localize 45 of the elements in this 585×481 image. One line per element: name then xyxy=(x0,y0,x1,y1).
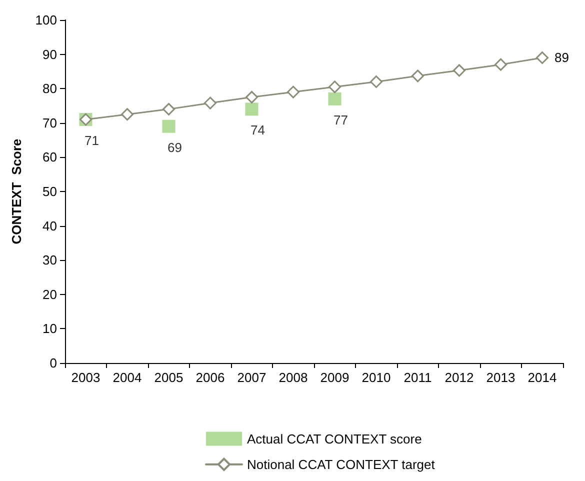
x-tick-label: 2007 xyxy=(237,370,266,385)
y-axis-title: CONTEXT Score xyxy=(9,138,24,244)
point xyxy=(536,51,548,64)
point xyxy=(245,102,258,116)
point xyxy=(494,58,507,71)
point xyxy=(246,90,258,104)
legend-label: Notional CCAT CONTEXT target xyxy=(247,456,436,472)
x-tick-label: 2005 xyxy=(154,370,184,385)
x-tick-label: 2011 xyxy=(404,370,432,385)
point xyxy=(162,102,175,116)
x-tick-label: 2009 xyxy=(320,370,350,385)
point xyxy=(121,108,134,121)
point xyxy=(370,75,382,88)
data-label: 77 xyxy=(334,112,348,128)
point xyxy=(204,96,216,110)
data-label: 74 xyxy=(250,122,265,138)
data-label: 89 xyxy=(554,50,569,66)
y-tick-label: 20 xyxy=(42,286,57,302)
x-tick-label: 2013 xyxy=(486,370,516,385)
y-tick-label: 40 xyxy=(42,218,57,234)
x-tick-label: 2008 xyxy=(278,370,308,385)
y-tick-label: 70 xyxy=(42,115,57,130)
y-tick-label: 60 xyxy=(42,150,57,165)
point xyxy=(287,86,300,98)
y-tick-label: 10 xyxy=(42,321,57,336)
y-tick-label: 30 xyxy=(42,252,57,268)
data-label: 71 xyxy=(84,132,99,148)
legend-label: Actual CCAT CONTEXT score xyxy=(247,431,422,446)
x-tick-label: 2010 xyxy=(362,370,391,385)
y-tick-label: 80 xyxy=(42,81,57,96)
data-label: 69 xyxy=(168,140,182,155)
x-tick-label: 2014 xyxy=(528,370,557,385)
x-tick-label: 2012 xyxy=(444,370,474,385)
y-tick-label: 90 xyxy=(42,46,57,62)
point xyxy=(328,92,342,106)
x-tick-label: 2006 xyxy=(196,370,225,385)
x-tick-label: 2004 xyxy=(112,370,142,385)
y-tick-label: 0 xyxy=(50,356,57,370)
y-tick-label: 100 xyxy=(35,12,57,28)
x-tick-label: 2003 xyxy=(71,370,100,385)
point xyxy=(162,120,176,133)
point xyxy=(412,70,424,82)
y-tick-label: 50 xyxy=(42,184,57,199)
point xyxy=(328,80,341,94)
point xyxy=(453,64,466,77)
